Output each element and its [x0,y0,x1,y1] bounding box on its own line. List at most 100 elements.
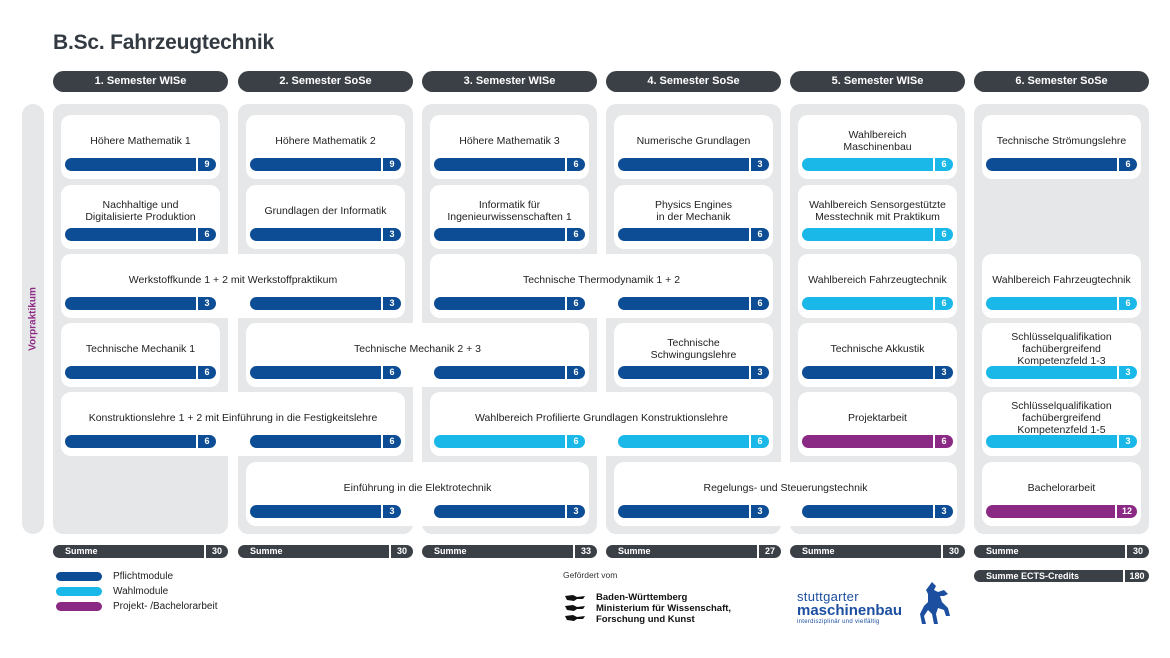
module-card: Nachhaltige und Digitalisierte Produktio… [61,185,220,249]
module-card: Wahlbereich Fahrzeugtechnik 6 [798,254,957,318]
module-credit-bar: 3 [250,228,401,241]
module-card: Schlüsselqualifikation fachübergreifend … [982,392,1141,456]
legend-pflicht-swatch [56,572,102,581]
module-credits: 3 [749,505,769,518]
module-card: Projektarbeit 6 [798,392,957,456]
semester-header-4: 4. Semester SoSe [606,71,781,92]
module-card: Numerische Grundlagen 3 [614,115,773,179]
horse-icon [920,582,950,624]
semester-header-5: 5. Semester WISe [790,71,965,92]
module-credit-bar: 6 [618,297,769,310]
module-credits: 3 [1117,366,1137,379]
module-credits: 6 [933,228,953,241]
module-card: Technische Strömungslehre 6 [982,115,1141,179]
module-name: Projektarbeit [848,412,907,424]
module-credits: 3 [749,366,769,379]
module-credits: 6 [196,435,216,448]
module-card: Wahlbereich Fahrzeugtechnik 6 [982,254,1141,318]
module-name: Technische Mechanik 1 [85,343,196,355]
module-credits: 3 [381,297,401,310]
module-credits: 6 [381,435,401,448]
module-card: Wahlbereich Profilierte Grundlagen Konst… [430,392,773,456]
vorpraktikum-bar: Vorpraktikum [22,104,44,534]
module-card: Bachelorarbeit 12 [982,462,1141,526]
module-card: Einführung in die Elektrotechnik 3 3 [246,462,589,526]
module-credits: 6 [565,297,585,310]
module-name: Nachhaltige und Digitalisierte Produktio… [85,199,196,223]
module-name: Grundlagen der Informatik [264,205,387,217]
total-ects-label: Summe ECTS-Credits [986,571,1080,581]
module-name: Technische Mechanik 2 + 3 [354,343,481,355]
module-credit-bar: 6 [250,366,401,379]
module-card: Grundlagen der Informatik 3 [246,185,405,249]
module-credits: 6 [196,366,216,379]
semester-sum-3: Summe 33 [422,545,597,558]
funding-line3: Forschung und Kunst [596,614,695,625]
vorpraktikum-label: Vorpraktikum [27,287,39,351]
module-credit-bar: 6 [434,297,585,310]
module-name: Höhere Mathematik 3 [459,135,560,147]
module-credit-bar: 6 [65,228,216,241]
module-credit-bar: 6 [802,435,953,448]
module-name: Einführung in die Elektrotechnik [343,482,492,494]
module-credits: 9 [196,158,216,171]
module-credits: 3 [1117,435,1137,448]
module-credits: 6 [1117,158,1137,171]
stuttgarter-maschinenbau-logo: stuttgarter maschinenbau interdisziplinä… [797,590,902,626]
module-credit-bar: 3 [986,366,1137,379]
module-credits: 6 [1117,297,1137,310]
module-card: Wahlbereich Maschinenbau 6 [798,115,957,179]
module-name: Technische Akkustik [830,343,925,355]
module-credit-bar: 6 [434,435,585,448]
semester-sum-4: Summe 27 [606,545,781,558]
funding-line2: Ministerium für Wissenschaft, [596,603,732,614]
semester-header-2: 2. Semester SoSe [238,71,413,92]
module-credits: 3 [749,158,769,171]
legend-wahl-swatch [56,587,102,596]
module-credit-bar: 6 [434,366,585,379]
module-credit-bar: 6 [65,366,216,379]
funding-line1: Baden-Württemberg [596,592,688,603]
module-credits: 6 [933,435,953,448]
module-card: Höhere Mathematik 1 9 [61,115,220,179]
module-card: Höhere Mathematik 2 9 [246,115,405,179]
module-credits: 12 [1115,505,1137,518]
logo-line2: maschinenbau [797,602,903,619]
module-credits: 6 [565,366,585,379]
module-name: Höhere Mathematik 1 [90,135,191,147]
module-credit-bar: 12 [986,505,1137,518]
semester-sum-value: 33 [573,545,597,558]
module-name: Wahlbereich Fahrzeugtechnik [808,274,947,286]
module-credits: 6 [381,366,401,379]
module-credit-bar: 6 [986,158,1137,171]
module-credits: 6 [196,228,216,241]
module-credit-bar: 3 [986,435,1137,448]
semester-sum-6: Summe 30 [974,545,1149,558]
module-name: Wahlbereich Sensorgestützte Messtechnik … [809,199,946,223]
semester-sum-label: Summe [65,546,98,556]
module-credit-bar: 3 [250,505,401,518]
module-credit-bar: 6 [802,297,953,310]
semester-sum-label: Summe [618,546,651,556]
module-credits: 3 [196,297,216,310]
module-credit-bar: 3 [65,297,216,310]
module-credit-bar: 6 [618,435,769,448]
module-credit-bar: 3 [618,366,769,379]
module-card: Regelungs- und Steuerungstechnik 3 3 [614,462,957,526]
total-ects: Summe ECTS-Credits 180 [974,570,1149,582]
module-credit-bar: 6 [434,158,585,171]
module-credit-bar: 6 [986,297,1137,310]
module-name: Technische Thermodynamik 1 + 2 [522,274,681,286]
module-credits: 6 [565,158,585,171]
semester-sum-label: Summe [250,546,283,556]
module-card: Technische Schwingungslehre 3 [614,323,773,387]
module-credits: 3 [933,505,953,518]
module-card: Schlüsselqualifikation fachübergreifend … [982,323,1141,387]
module-name: Technische Schwingungslehre [650,337,737,361]
module-name: Physics Engines in der Mechanik [654,199,733,223]
module-credit-bar: 9 [250,158,401,171]
module-card: Physics Engines in der Mechanik 6 [614,185,773,249]
module-name: Schlüsselqualifikation fachübergreifend … [1011,400,1112,436]
total-ects-value: 180 [1123,570,1149,582]
